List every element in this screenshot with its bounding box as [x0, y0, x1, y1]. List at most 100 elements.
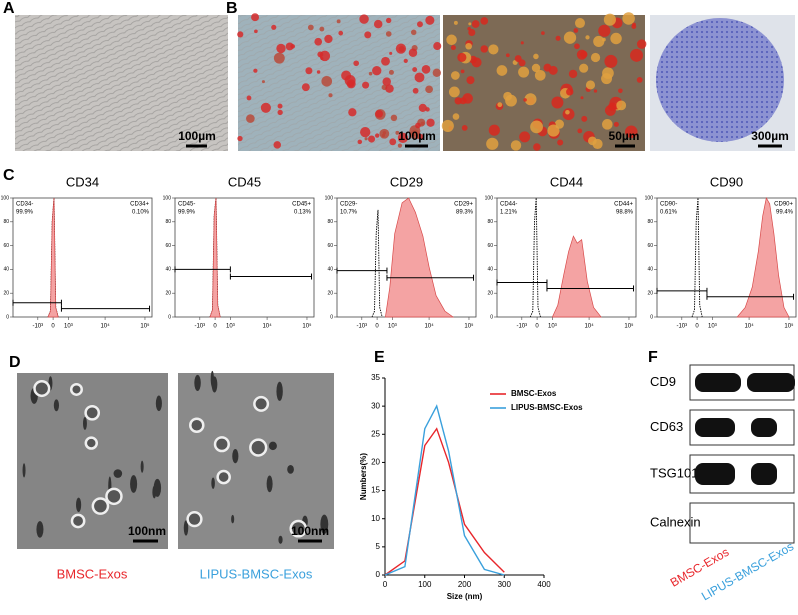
stain-blob [496, 65, 508, 76]
stain-blob [622, 12, 635, 25]
histogram-area [551, 235, 602, 318]
stain-blob [319, 26, 325, 32]
blot-row-label: TSG101 [650, 465, 698, 480]
stain-blob [277, 109, 283, 116]
legend-label: BMSC-Exos [511, 389, 557, 398]
stain-blob [616, 100, 627, 111]
dark-speck [276, 381, 283, 401]
stain-blob [410, 29, 417, 36]
stain-blob [237, 31, 244, 38]
histogram-area [47, 197, 59, 318]
vesicle [105, 487, 123, 506]
stain-blob [389, 138, 397, 146]
stain-blob [580, 50, 588, 59]
gate-label: CD45+ [292, 202, 311, 208]
stain-blob [336, 19, 341, 24]
x-tick-label: 0 [375, 324, 379, 330]
stain-blob [374, 133, 380, 138]
stain-blob [385, 31, 392, 37]
stain-blob [534, 69, 546, 81]
blot-band [695, 418, 735, 437]
y-tick-label: 100 [325, 195, 334, 201]
histogram-area [736, 197, 790, 318]
x-axis-title: Size (nm) [447, 592, 483, 601]
dark-speck [320, 514, 329, 534]
y-tick-label: 100 [163, 195, 172, 201]
stain-blob [379, 128, 390, 139]
dark-speck [113, 469, 123, 478]
dark-speck [22, 463, 26, 478]
x-tick-label: 400 [537, 580, 551, 589]
y-tick-label: 100 [485, 195, 494, 201]
y-tick-label: 100 [645, 195, 654, 201]
gate-label: CD90+ [774, 202, 793, 208]
x-tick-label: 10⁴ [424, 323, 434, 330]
stain-blob [471, 20, 480, 28]
y-tick-label: 40 [3, 267, 9, 273]
vesicle [70, 513, 86, 529]
stain-blob [468, 22, 472, 26]
stain-blob [574, 43, 580, 50]
tem-image [178, 370, 334, 549]
stain-blob [397, 132, 409, 143]
dark-speck [130, 475, 138, 493]
vesicle [84, 404, 101, 421]
stain-blob [574, 17, 586, 29]
stain-blob [565, 109, 570, 115]
stain-blob [588, 136, 597, 146]
dark-speck [83, 417, 87, 430]
stain-blob [524, 93, 537, 106]
gate-label: CD34- [16, 202, 33, 208]
gate-percent: 99.9% [16, 210, 34, 216]
x-tick-label: 10³ [548, 324, 557, 330]
x-tick-label: -10³ [356, 324, 367, 330]
stain-blob [261, 80, 265, 84]
stain-blob [453, 20, 458, 25]
blot-band [751, 418, 777, 437]
micrograph [237, 13, 442, 151]
blot-frame [689, 502, 795, 544]
vesicle [186, 511, 203, 528]
stain-blob [307, 24, 314, 31]
panel-label: A [3, 0, 15, 17]
stain-blob [446, 34, 457, 46]
x-tick-label: 0 [383, 580, 388, 589]
stain-blob [254, 29, 258, 34]
stain-blob [465, 42, 472, 50]
stain-blob [505, 53, 510, 58]
stain-blob [353, 60, 360, 67]
x-tick-label: 200 [458, 580, 472, 589]
y-tick-label: 35 [371, 373, 380, 382]
stain-blob [276, 43, 286, 54]
y-tick-label: 100 [1, 195, 10, 201]
stain-blob [581, 115, 588, 122]
stain-blob [273, 52, 285, 64]
chart-title: CD34 [66, 174, 99, 189]
stain-blob [486, 137, 499, 150]
chart-title: CD90 [710, 174, 743, 189]
stain-blob [321, 75, 333, 87]
y-tick-label: 20 [165, 291, 171, 297]
y-tick-label: 40 [647, 267, 653, 273]
stain-blob [373, 19, 383, 29]
scale-bar-label: 100nm [291, 524, 329, 538]
y-tick-label: 60 [165, 243, 171, 249]
stain-blob [630, 48, 643, 62]
dark-speck [183, 520, 189, 536]
stain-blob [385, 84, 394, 93]
stain-blob [520, 41, 524, 45]
legend-label: LIPUS-BMSC-Exos [511, 403, 583, 412]
stain-blob [317, 51, 324, 58]
histogram-area [209, 197, 221, 318]
blot-row-label: CD9 [650, 374, 676, 389]
y-tick-label: 30 [371, 401, 380, 410]
x-tick-label: 10³ [388, 324, 397, 330]
y-tick-label: 40 [487, 267, 493, 273]
stain-blob [432, 68, 441, 77]
stain-blob [636, 39, 647, 49]
stain-blob [566, 88, 574, 96]
vesicle [189, 417, 205, 434]
scale-bar-label: 100µm [398, 129, 436, 143]
scale-bar-label: 50µm [609, 129, 640, 143]
stain-blob [533, 53, 539, 60]
